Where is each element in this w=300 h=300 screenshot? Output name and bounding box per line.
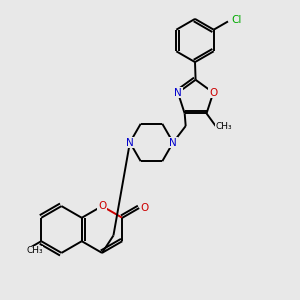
Text: Cl: Cl [231,15,242,25]
Text: N: N [126,137,134,148]
Text: CH₃: CH₃ [216,122,232,130]
Text: CH₃: CH₃ [26,247,43,256]
Text: O: O [209,88,218,98]
Text: O: O [98,201,106,211]
Text: N: N [174,88,182,98]
Text: O: O [140,203,149,213]
Text: N: N [169,137,177,148]
